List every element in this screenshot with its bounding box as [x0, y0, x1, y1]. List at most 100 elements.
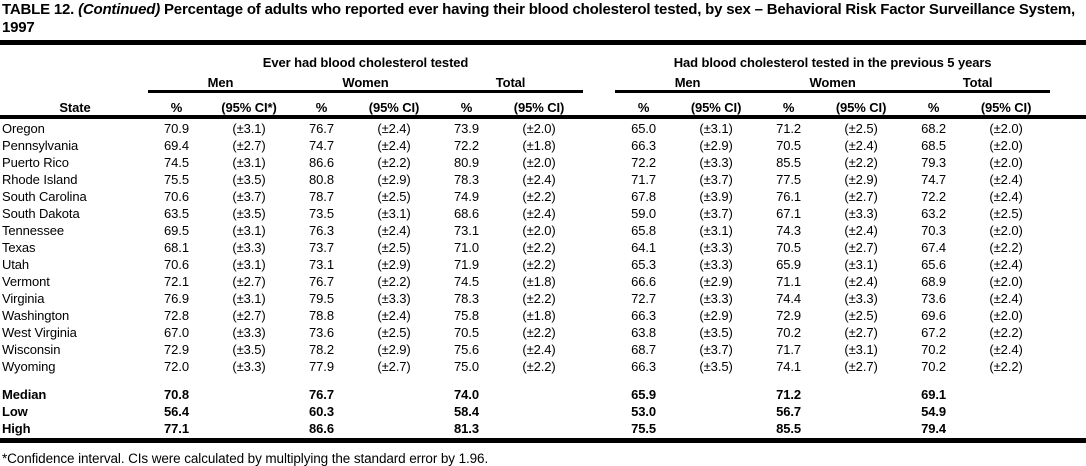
column-header-pct: %	[293, 91, 350, 119]
value-cell: 78.2	[309, 342, 334, 357]
value-cell: 76.9	[164, 291, 189, 306]
value-cell: (±2.4)	[989, 342, 1023, 357]
column-header-ci: (95% CI*)	[205, 91, 293, 119]
gap-cell	[583, 221, 615, 238]
table-body: Oregon 70.9 (±3.1) 76.7 (±2.4) 73.9 (±2.0) 65.0…	[0, 117, 1086, 374]
value-cell	[817, 374, 905, 402]
filler-cell	[1050, 255, 1086, 272]
value-cell: (±3.1)	[232, 155, 266, 170]
value-cell: 70.5	[776, 138, 802, 153]
table-row: Texas 68.1 (±3.3) 73.7 (±2.5) 71.0 (±2.2) 64.1 (…	[0, 238, 1086, 255]
value-cell: (±2.4)	[844, 274, 878, 289]
filler-cell	[1050, 374, 1086, 402]
gap-cell	[583, 136, 615, 153]
value-cell: (±2.4)	[522, 172, 556, 187]
value-cell: 70.2	[921, 342, 947, 357]
value-cell: 65.6	[921, 257, 947, 272]
value-cell: 80.9	[454, 155, 479, 170]
column-header-pct: %	[905, 91, 963, 119]
filler-cell	[1050, 289, 1086, 306]
value-cell: 72.9	[776, 308, 802, 323]
value-cell: (±2.4)	[377, 138, 411, 153]
filler-cell	[1050, 323, 1086, 340]
value-cell: (±2.9)	[844, 172, 878, 187]
table-row: Tennessee 69.5 (±3.1) 76.3 (±2.4) 73.1 (±2.0) 6…	[0, 221, 1086, 238]
value-cell: 75.5	[164, 172, 189, 187]
value-cell: (±2.9)	[699, 138, 733, 153]
gap-cell	[583, 117, 615, 136]
value-cell: 70.6	[164, 189, 189, 204]
value-cell: 74.1	[776, 359, 802, 374]
value-cell	[205, 374, 293, 402]
value-cell: (±3.1)	[377, 206, 411, 221]
value-cell: 65.3	[631, 257, 657, 272]
state-cell: Texas	[2, 240, 36, 255]
value-cell: 78.3	[454, 172, 479, 187]
value-cell: 74.3	[776, 223, 802, 238]
value-cell: 86.6	[309, 155, 334, 170]
value-cell: 63.8	[631, 325, 657, 340]
value-cell: (±2.2)	[522, 291, 556, 306]
data-table: State Ever had blood cholesterol tested …	[0, 49, 1086, 443]
filler-cell	[1050, 419, 1086, 443]
value-cell: (±2.0)	[989, 138, 1023, 153]
table-row: South Dakota 63.5 (±3.5) 73.5 (±3.1) 68.6 (±2.…	[0, 204, 1086, 221]
gap-cell	[583, 153, 615, 170]
value-cell: (±2.0)	[989, 155, 1023, 170]
value-cell: (±2.4)	[989, 291, 1023, 306]
state-cell: Washington	[2, 308, 70, 323]
value-cell: (±2.2)	[377, 155, 411, 170]
value-cell: (±2.5)	[377, 189, 411, 204]
value-cell: (±2.2)	[522, 325, 556, 340]
value-cell: 71.2	[776, 387, 802, 402]
value-cell: 68.5	[921, 138, 947, 153]
value-cell: 66.3	[631, 138, 657, 153]
value-cell: 70.8	[164, 387, 189, 402]
value-cell: 73.6	[309, 325, 334, 340]
value-cell: 67.1	[776, 206, 802, 221]
value-cell	[350, 402, 438, 419]
value-cell: (±2.5)	[377, 325, 411, 340]
filler-cell	[1050, 238, 1086, 255]
gap-cell	[583, 306, 615, 323]
value-cell: 71.7	[631, 172, 657, 187]
value-cell: (±1.8)	[522, 274, 556, 289]
state-cell: South Carolina	[2, 189, 87, 204]
title-table-number: TABLE 12.	[2, 1, 75, 18]
state-cell: Utah	[2, 257, 30, 272]
state-cell: Virginia	[2, 291, 45, 306]
value-cell: (±2.5)	[989, 206, 1023, 221]
value-cell: 74.9	[454, 189, 479, 204]
state-cell: Vermont	[2, 274, 50, 289]
value-cell: (±2.4)	[989, 257, 1023, 272]
value-cell: 85.5	[776, 155, 802, 170]
filler-cell	[1050, 117, 1086, 136]
value-cell: 80.8	[309, 172, 334, 187]
value-cell: 77.9	[309, 359, 334, 374]
state-cell: Tennessee	[2, 223, 64, 238]
value-cell: 69.6	[921, 308, 947, 323]
summary-row: Low 56.4 60.3 58.4 53.0 56.7 54.9	[0, 402, 1086, 419]
value-cell: (±2.7)	[844, 240, 878, 255]
value-cell: (±2.4)	[522, 342, 556, 357]
value-cell: (±2.9)	[377, 172, 411, 187]
column-header-ci: (95% CI)	[495, 91, 584, 119]
subgroup-header-total: Total	[438, 70, 584, 93]
filler-cell	[1050, 187, 1086, 204]
column-header-pct: %	[148, 91, 205, 119]
value-cell: 71.9	[454, 257, 479, 272]
value-cell: 71.7	[776, 342, 802, 357]
subgroup-header-row: Men Women Total Men Women Total	[0, 70, 1086, 93]
filler-cell	[1050, 221, 1086, 238]
value-cell: 79.3	[921, 155, 947, 170]
value-cell: (±3.1)	[699, 223, 733, 238]
value-cell: 77.1	[148, 419, 205, 443]
value-cell	[962, 374, 1050, 402]
filler-cell	[1050, 204, 1086, 221]
gap-cell	[583, 289, 615, 306]
value-cell: (±2.7)	[844, 325, 878, 340]
group-gap	[583, 49, 616, 119]
value-cell: 76.7	[309, 387, 334, 402]
value-cell: 53.0	[631, 404, 657, 419]
value-cell	[962, 419, 1051, 443]
